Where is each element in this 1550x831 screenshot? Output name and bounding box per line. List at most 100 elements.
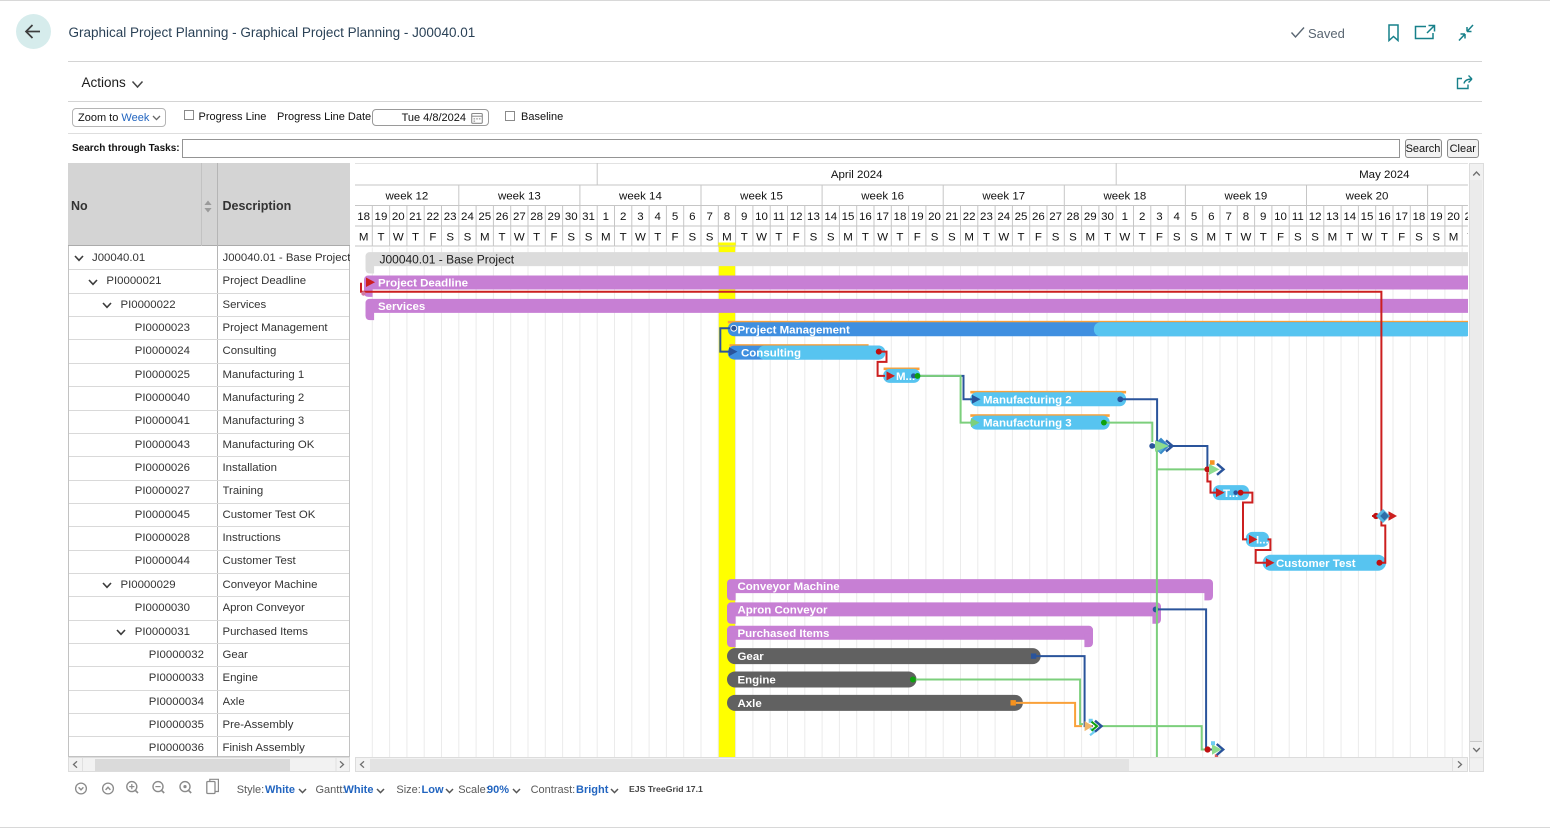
svg-text:27: 27 [513, 210, 526, 222]
svg-text:T: T [1381, 231, 1388, 243]
svg-text:5: 5 [1191, 210, 1197, 222]
svg-text:T: T [983, 231, 990, 243]
svg-text:5: 5 [672, 210, 678, 222]
svg-text:26: 26 [496, 210, 509, 222]
svg-text:week 17: week 17 [981, 190, 1025, 202]
svg-text:T: T [377, 231, 384, 243]
svg-text:M: M [1085, 231, 1095, 243]
svg-text:10: 10 [1274, 210, 1287, 222]
svg-text:16: 16 [859, 210, 872, 222]
svg-text:T: T [1104, 231, 1111, 243]
svg-text:9: 9 [741, 210, 747, 222]
svg-text:8: 8 [724, 210, 730, 222]
svg-text:21: 21 [409, 210, 422, 222]
svg-text:S: S [1173, 231, 1181, 243]
svg-text:M: M [722, 231, 732, 243]
svg-text:W: W [1362, 231, 1373, 243]
svg-text:7: 7 [1225, 210, 1231, 222]
svg-text:F: F [429, 231, 436, 243]
svg-text:S: S [464, 231, 472, 243]
svg-text:T: T [1225, 231, 1232, 243]
svg-text:S: S [1432, 231, 1440, 243]
svg-text:F: F [1156, 231, 1163, 243]
svg-text:T: T [862, 231, 869, 243]
svg-text:19: 19 [911, 210, 924, 222]
svg-text:T: T [896, 231, 903, 243]
svg-text:12: 12 [790, 210, 803, 222]
svg-text:F: F [1398, 231, 1405, 243]
svg-text:7: 7 [706, 210, 712, 222]
svg-text:S: S [810, 231, 818, 243]
svg-text:20: 20 [392, 210, 405, 222]
svg-text:14: 14 [1343, 210, 1356, 222]
svg-text:week 13: week 13 [497, 190, 541, 202]
svg-text:M...: M... [896, 371, 915, 383]
svg-text:week 15: week 15 [739, 190, 783, 202]
svg-text:T: T [1346, 231, 1353, 243]
svg-text:23: 23 [444, 210, 457, 222]
svg-text:21: 21 [945, 210, 958, 222]
svg-text:Services: Services [378, 300, 425, 312]
svg-text:T: T [1139, 231, 1146, 243]
svg-text:W: W [1241, 231, 1252, 243]
svg-text:F: F [793, 231, 800, 243]
svg-text:W: W [998, 231, 1009, 243]
svg-text:30: 30 [1101, 210, 1114, 222]
svg-text:10: 10 [755, 210, 768, 222]
svg-text:T: T [1260, 231, 1267, 243]
svg-text:21: 21 [1464, 210, 1468, 222]
svg-text:4: 4 [1174, 210, 1181, 222]
svg-text:1: 1 [603, 210, 609, 222]
svg-text:T: T [1018, 231, 1025, 243]
svg-text:20: 20 [1447, 210, 1460, 222]
svg-text:W: W [1119, 231, 1130, 243]
svg-text:6: 6 [1208, 210, 1214, 222]
svg-text:Consulting: Consulting [741, 347, 801, 359]
svg-text:Project Management: Project Management [738, 324, 850, 336]
svg-text:Project Deadline: Project Deadline [378, 277, 468, 289]
svg-text:31: 31 [582, 210, 595, 222]
svg-text:F: F [1035, 231, 1042, 243]
svg-text:April 2024: April 2024 [831, 168, 883, 180]
svg-text:19: 19 [375, 210, 388, 222]
svg-text:15: 15 [842, 210, 855, 222]
svg-text:W: W [635, 231, 646, 243]
svg-text:27: 27 [1049, 210, 1062, 222]
svg-text:Gear: Gear [738, 651, 765, 663]
svg-text:28: 28 [1067, 210, 1080, 222]
svg-text:16: 16 [1378, 210, 1391, 222]
svg-text:F: F [1277, 231, 1284, 243]
svg-text:18: 18 [894, 210, 907, 222]
svg-text:Manufacturing 3: Manufacturing 3 [983, 417, 1072, 429]
svg-text:30: 30 [565, 210, 578, 222]
svg-text:W: W [877, 231, 888, 243]
svg-text:M: M [1328, 231, 1338, 243]
svg-text:S: S [948, 231, 956, 243]
svg-text:2: 2 [1139, 210, 1145, 222]
svg-text:M: M [480, 231, 490, 243]
svg-text:S: S [1190, 231, 1198, 243]
svg-text:T: T [412, 231, 419, 243]
svg-text:24: 24 [461, 210, 474, 222]
svg-text:29: 29 [548, 210, 561, 222]
svg-text:T: T [533, 231, 540, 243]
svg-text:Manufacturing 2: Manufacturing 2 [983, 394, 1072, 406]
svg-text:2: 2 [620, 210, 626, 222]
svg-text:S: S [706, 231, 714, 243]
svg-text:19: 19 [1430, 210, 1443, 222]
svg-text:17: 17 [876, 210, 889, 222]
svg-text:29: 29 [1084, 210, 1097, 222]
svg-text:M: M [1449, 231, 1459, 243]
svg-text:S: S [567, 231, 575, 243]
svg-text:Purchased Items: Purchased Items [738, 627, 830, 639]
svg-text:M: M [1207, 231, 1217, 243]
svg-text:18: 18 [357, 210, 370, 222]
svg-text:T: T [741, 231, 748, 243]
svg-text:24: 24 [997, 210, 1010, 222]
svg-text:25: 25 [1015, 210, 1028, 222]
svg-text:20: 20 [928, 210, 941, 222]
svg-text:4: 4 [655, 210, 662, 222]
svg-text:T: T [775, 231, 782, 243]
svg-text:M: M [964, 231, 974, 243]
svg-text:Engine: Engine [738, 674, 776, 686]
